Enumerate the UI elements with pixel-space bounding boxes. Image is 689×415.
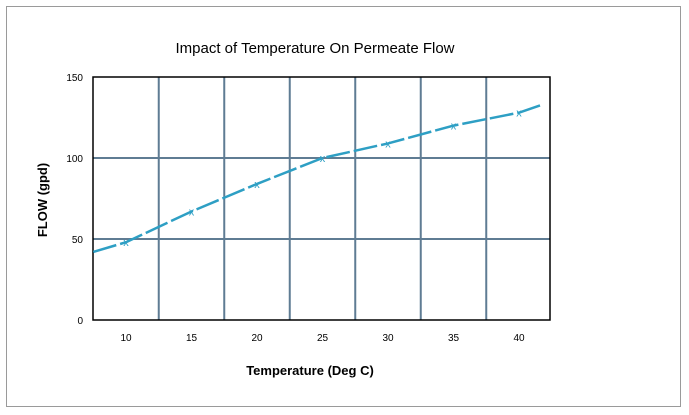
grid	[93, 77, 550, 320]
chart-title: Impact of Temperature On Permeate Flow	[175, 40, 454, 57]
data-point-marker: x	[189, 206, 195, 218]
y-tick-label: 50	[72, 235, 84, 246]
data-point-marker: x	[123, 237, 129, 249]
y-axis-label: FLOW (gpd)	[35, 163, 50, 237]
chart-frame	[6, 6, 681, 407]
series-line	[92, 103, 543, 254]
y-tick-labels: 0 50 100 150	[66, 73, 83, 327]
y-tick-label: 150	[66, 73, 83, 84]
y-tick-label: 0	[77, 316, 83, 327]
data-point-marker: x	[254, 179, 260, 191]
x-tick-label: 30	[382, 333, 394, 344]
x-tick-label: 20	[251, 333, 263, 344]
x-tick-labels: 10 15 20 25 30 35 40	[120, 333, 525, 344]
x-tick-label: 25	[317, 333, 329, 344]
data-point-marker: x	[320, 153, 326, 165]
x-axis-label: Temperature (Deg C)	[246, 363, 374, 378]
x-tick-label: 15	[186, 333, 198, 344]
y-tick-label: 100	[66, 154, 83, 165]
x-tick-label: 35	[448, 333, 460, 344]
data-point-marker: x	[516, 108, 522, 120]
x-tick-label: 40	[513, 333, 525, 344]
data-point-marker: x	[385, 138, 391, 150]
x-tick-label: 10	[120, 333, 132, 344]
plot-area-border	[92, 76, 551, 321]
series-layer: x x x x x x x	[92, 103, 543, 254]
data-point-marker: x	[451, 121, 457, 133]
